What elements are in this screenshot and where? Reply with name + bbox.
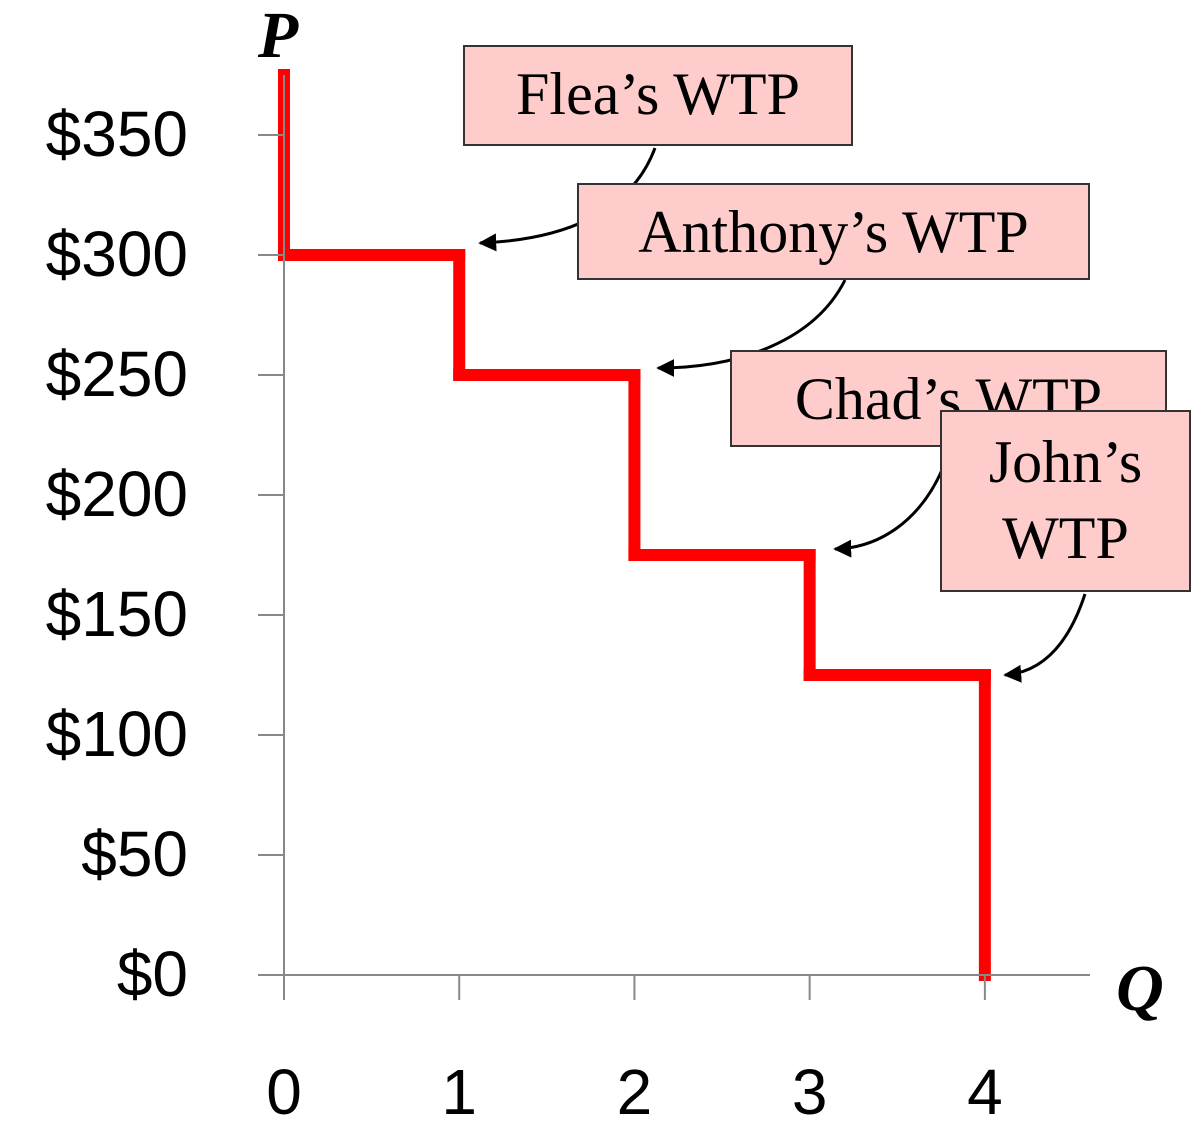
arrow bbox=[833, 469, 944, 558]
axes: $0 $50 $100 $150 $200 $250 $300 $350 0 1 2 3 4 bbox=[46, 75, 1090, 1128]
y-tick-label: $0 bbox=[117, 938, 188, 1010]
annotation-box: Anthony’s WTP bbox=[577, 183, 1090, 280]
demand-curve bbox=[278, 69, 991, 981]
x-tick-label: 2 bbox=[617, 1056, 653, 1128]
y-tick-label: $250 bbox=[46, 338, 188, 410]
y-tick-label: $200 bbox=[46, 458, 188, 530]
y-tick-label: $50 bbox=[81, 818, 188, 890]
x-tick-label: 3 bbox=[792, 1056, 828, 1128]
arrow bbox=[656, 279, 847, 377]
x-axis-label: Q bbox=[1116, 952, 1164, 1025]
y-tick-label: $300 bbox=[46, 218, 188, 290]
y-tick-label: $150 bbox=[46, 578, 188, 650]
annotation-box: Flea’s WTP bbox=[463, 45, 853, 146]
y-tick-label: $350 bbox=[46, 98, 188, 170]
y-tick-label: $100 bbox=[46, 698, 188, 770]
x-tick-label: 1 bbox=[441, 1056, 477, 1128]
annotation-box: John’s WTP bbox=[940, 410, 1191, 592]
x-tick-label: 0 bbox=[266, 1056, 302, 1128]
arrow bbox=[1003, 593, 1087, 683]
y-axis-label: P bbox=[257, 0, 299, 72]
x-tick-label: 4 bbox=[967, 1056, 1003, 1128]
